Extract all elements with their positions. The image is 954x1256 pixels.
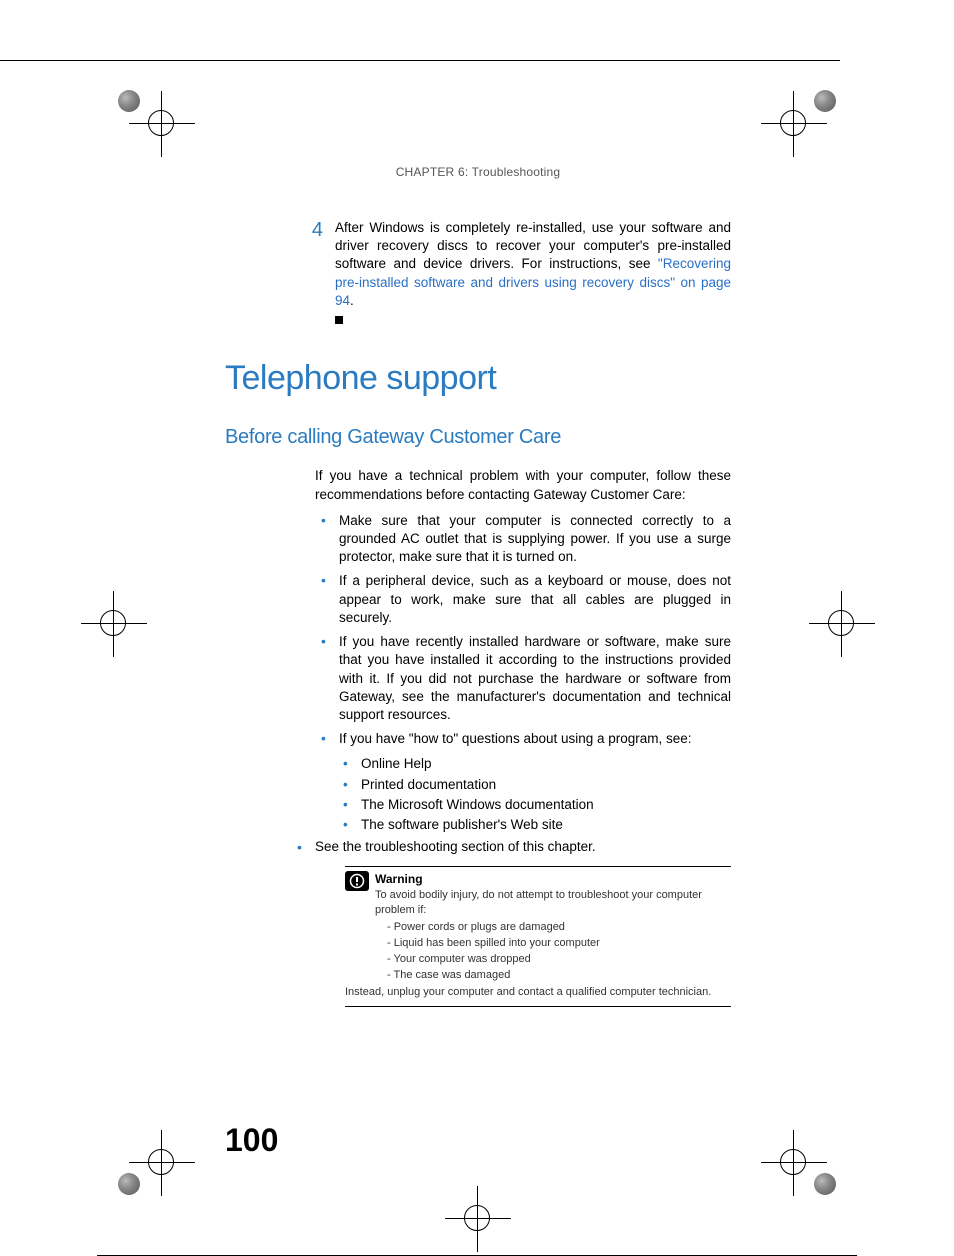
- chapter-header: CHAPTER 6: Troubleshooting: [225, 165, 731, 179]
- sub-list-item: • The software publisher's Web site: [339, 815, 731, 835]
- list-item-text: Make sure that your computer is connecte…: [339, 512, 731, 567]
- bullet-icon: •: [339, 754, 361, 774]
- page-content: CHAPTER 6: Troubleshooting 4 After Windo…: [225, 165, 731, 1007]
- bullet-icon: •: [339, 775, 361, 795]
- warning-item: - Your computer was dropped: [387, 952, 731, 968]
- outer-item-text: See the troubleshooting section of this …: [315, 839, 596, 856]
- list-item: • If you have "how to" questions about u…: [315, 730, 731, 748]
- bullet-icon: •: [315, 512, 339, 567]
- warning-lead: To avoid bodily injury, do not attempt t…: [375, 889, 702, 916]
- bullet-icon: •: [339, 815, 361, 835]
- sub-item-text: Printed documentation: [361, 775, 496, 795]
- list-item: • If you have recently installed hardwar…: [315, 633, 731, 724]
- warning-item: - The case was damaged: [387, 968, 731, 984]
- step-body: After Windows is completely re-installed…: [335, 219, 731, 329]
- warning-tail: Instead, unplug your computer and contac…: [345, 985, 731, 1000]
- warning-item: - Liquid has been spilled into your comp…: [387, 936, 731, 952]
- sub-item-text: The Microsoft Windows documentation: [361, 795, 594, 815]
- bullet-icon: •: [315, 730, 339, 748]
- list-item-text: If a peripheral device, such as a keyboa…: [339, 572, 731, 627]
- bullet-icon: •: [315, 633, 339, 724]
- sub-item-text: Online Help: [361, 754, 432, 774]
- list-item: • Make sure that your computer is connec…: [315, 512, 731, 567]
- sub-item-text: The software publisher's Web site: [361, 815, 563, 835]
- intro-paragraph: If you have a technical problem with you…: [315, 467, 731, 503]
- sub-list-item: • Printed documentation: [339, 775, 731, 795]
- bullet-icon: •: [315, 572, 339, 627]
- warning-box: Warning To avoid bodily injury, do not a…: [345, 866, 731, 1007]
- warning-item: - Power cords or plugs are damaged: [387, 920, 731, 936]
- page-number: 100: [225, 1122, 278, 1159]
- heading-telephone-support: Telephone support: [225, 359, 731, 398]
- list-item-text: If you have recently installed hardware …: [339, 633, 731, 724]
- list-item: • If a peripheral device, such as a keyb…: [315, 572, 731, 627]
- sub-list-item: • The Microsoft Windows documentation: [339, 795, 731, 815]
- sub-list-item: • Online Help: [339, 754, 731, 774]
- warning-icon: [345, 871, 369, 891]
- recommendation-list: • Make sure that your computer is connec…: [315, 512, 731, 836]
- outer-list-item: • See the troubleshooting section of thi…: [291, 839, 731, 856]
- warning-item-list: - Power cords or plugs are damaged - Liq…: [387, 920, 731, 984]
- step-number: 4: [305, 219, 335, 329]
- end-of-step-icon: [335, 316, 343, 324]
- sub-list: • Online Help • Printed documentation • …: [339, 754, 731, 835]
- step-text-suffix: .: [350, 293, 354, 308]
- bullet-icon: •: [339, 795, 361, 815]
- list-item-text: If you have "how to" questions about usi…: [339, 730, 731, 748]
- step-4: 4 After Windows is completely re-install…: [225, 219, 731, 329]
- heading-before-calling: Before calling Gateway Customer Care: [225, 426, 731, 449]
- warning-title: Warning: [375, 872, 423, 886]
- bullet-icon: •: [291, 839, 315, 856]
